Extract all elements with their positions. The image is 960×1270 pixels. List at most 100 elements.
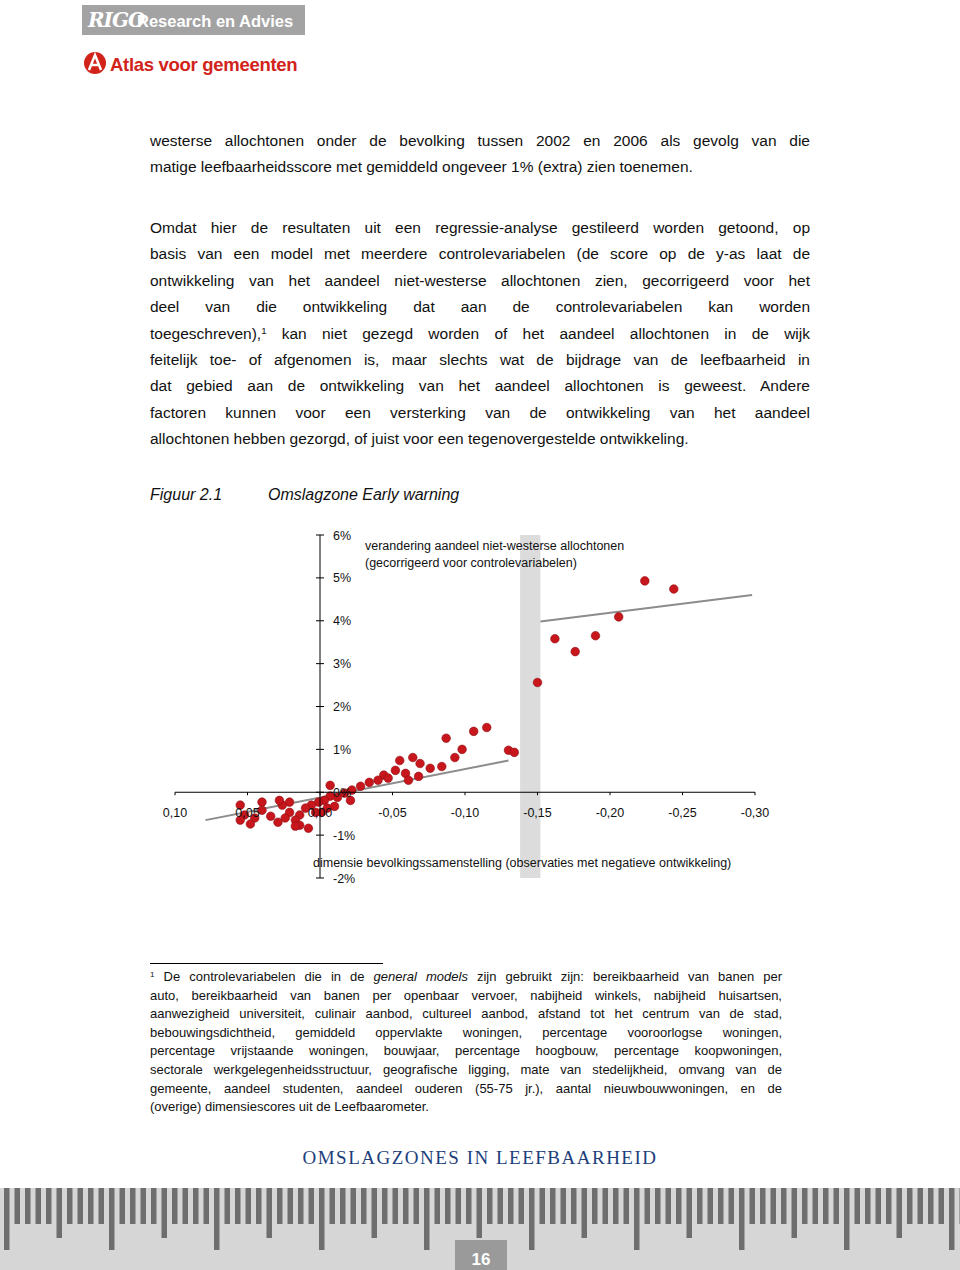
x-tick — [320, 792, 321, 795]
header-bar — [82, 5, 305, 35]
ruler-bar — [151, 1188, 157, 1224]
ruler-bar — [445, 1188, 451, 1224]
ruler-bar — [403, 1188, 409, 1224]
ruler-bar — [781, 1188, 787, 1224]
ruler-bar — [844, 1188, 850, 1250]
footnote-line: auto, bereikbaarheid van banen per openb… — [150, 988, 782, 1003]
ruler-bar — [645, 1188, 651, 1224]
y-tick — [316, 663, 324, 664]
page-graphics: RIGOResearch en AdviesAtlas voor gemeent… — [0, 0, 960, 1270]
ruler-bar — [246, 1188, 252, 1224]
data-point — [614, 613, 623, 622]
ruler-bar — [813, 1188, 819, 1224]
ruler-bar — [739, 1188, 745, 1250]
x-tick-label: 0,10 — [163, 806, 187, 820]
data-point — [416, 759, 425, 768]
ruler-bar — [886, 1188, 892, 1224]
ruler-bar — [309, 1188, 315, 1224]
ruler-bar — [834, 1188, 840, 1224]
x-tick — [247, 792, 248, 795]
data-point — [469, 727, 478, 736]
ruler-bar — [508, 1188, 514, 1224]
ruler-bar — [372, 1188, 378, 1238]
x-tick-label: -0,20 — [596, 806, 625, 820]
ruler-bar — [477, 1188, 483, 1238]
ruler-bar — [204, 1188, 210, 1224]
omslagzone-band — [520, 535, 540, 878]
ruler-bar — [67, 1188, 73, 1224]
footnote-line: (overige) dimensiescores uit de Leefbaar… — [150, 1099, 782, 1114]
ruler-bar — [57, 1188, 63, 1238]
text-segment: zijn gebruikt zijn: bereikbaarheid van b… — [468, 969, 782, 984]
ruler-background — [0, 1188, 960, 1270]
ruler-bar — [897, 1188, 903, 1238]
ruler-bar — [414, 1188, 420, 1224]
ruler-bar — [120, 1188, 126, 1224]
ruler-bar — [823, 1188, 829, 1224]
paragraph-line: ontwikkeling van het aandeel niet-wester… — [150, 272, 810, 290]
data-point — [291, 822, 300, 831]
ruler-bar — [582, 1188, 588, 1238]
data-point — [365, 778, 374, 787]
ruler-bar — [435, 1188, 441, 1224]
ruler-bar — [99, 1188, 105, 1224]
ruler-bar — [718, 1188, 724, 1224]
ruler-bar — [687, 1188, 693, 1238]
ruler-bar — [529, 1188, 535, 1250]
y-axis-label: (gecorrigeerd voor controlevariabelen) — [365, 556, 577, 570]
ruler-bar — [162, 1188, 168, 1238]
regression-line — [540, 595, 752, 622]
footnote-ref: 1 — [150, 970, 154, 979]
x-tick — [682, 792, 683, 795]
ruler-bar — [466, 1188, 472, 1224]
data-point — [670, 585, 679, 594]
ruler-bar — [666, 1188, 672, 1224]
data-point — [374, 776, 383, 785]
paragraph-line: matige leefbaarheidsscore met gemiddeld … — [150, 158, 810, 176]
ruler-bar — [949, 1188, 955, 1250]
data-point — [510, 748, 519, 757]
paragraph-line: basis van een model met meerdere control… — [150, 245, 810, 263]
ruler-bar — [78, 1188, 84, 1224]
ruler-bar — [214, 1188, 220, 1250]
paragraph-line: toegeschreven),1 kan niet gezegd worden … — [150, 325, 810, 343]
ruler-bar — [676, 1188, 682, 1224]
y-tick — [316, 706, 324, 707]
x-tick — [537, 792, 538, 795]
data-point — [482, 723, 491, 732]
data-point — [571, 647, 580, 656]
x-tick-label: -0,05 — [378, 806, 407, 820]
text-segment: toegeschreven), — [150, 325, 261, 342]
paragraph-line: westerse allochtonen onder de bevolking … — [150, 132, 810, 150]
data-point — [266, 812, 275, 821]
ruler-bar — [361, 1188, 367, 1224]
ruler-bar — [613, 1188, 619, 1224]
ruler-bar — [708, 1188, 714, 1224]
ruler-bar — [130, 1188, 136, 1224]
footnote-rule — [150, 963, 383, 964]
ruler-bar — [340, 1188, 346, 1224]
ruler-bar — [15, 1188, 21, 1224]
data-point — [442, 734, 451, 743]
ruler-bar — [183, 1188, 189, 1224]
y-tick-label: 5% — [333, 571, 351, 585]
ruler-bar — [729, 1188, 735, 1224]
data-point — [304, 824, 313, 833]
footnote-line: sectorale werkgelegenheidsstructuur, geo… — [150, 1062, 782, 1077]
paragraph-line: deel van die ontwikkeling dat aan de con… — [150, 298, 810, 316]
data-point — [395, 756, 404, 765]
data-point — [275, 796, 284, 805]
ruler-bar — [865, 1188, 871, 1224]
x-tick — [610, 792, 611, 795]
data-point — [246, 820, 255, 829]
ruler-bar — [876, 1188, 882, 1224]
data-point — [451, 753, 460, 762]
text-segment: general models — [374, 969, 468, 984]
y-tick-label: -2% — [333, 872, 355, 886]
data-point — [551, 634, 560, 643]
ruler-bar — [571, 1188, 577, 1224]
ruler-bar — [141, 1188, 147, 1224]
figure-label: Figuur 2.1 — [150, 486, 222, 504]
footnote-line: 1 De controlevariabelen die in de genera… — [150, 969, 782, 984]
data-point — [414, 772, 423, 781]
